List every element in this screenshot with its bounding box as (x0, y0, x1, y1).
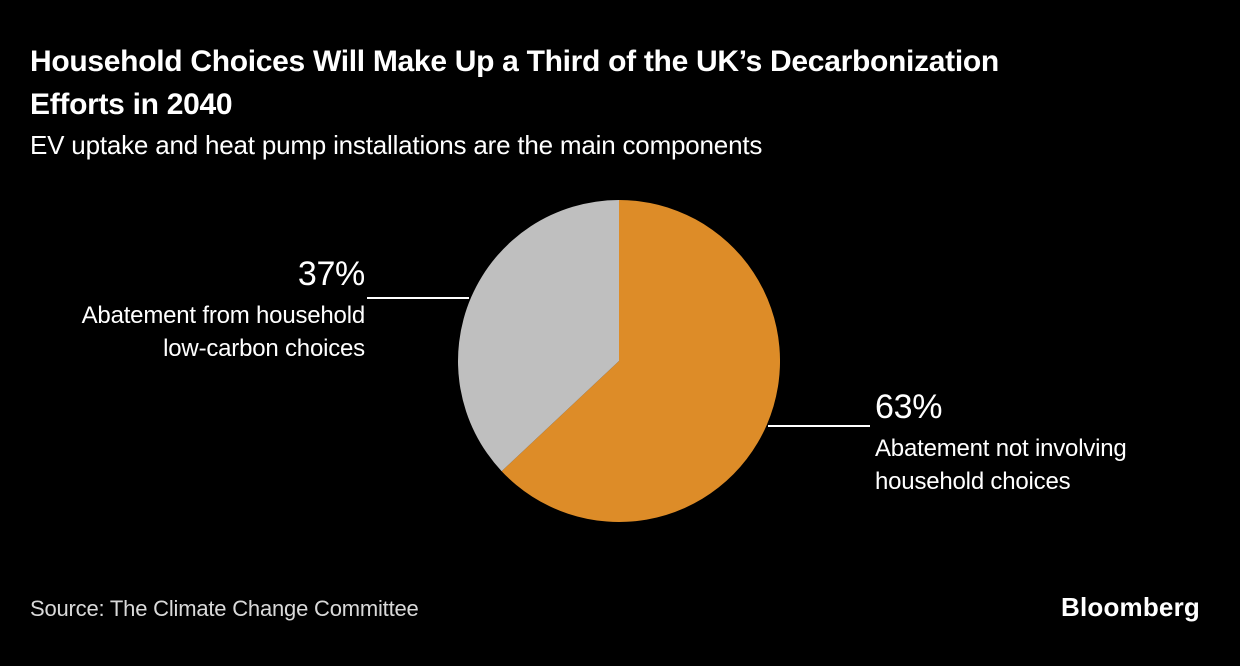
callout-line-right (768, 425, 870, 427)
chart-footer: Source: The Climate Change Committee Blo… (30, 592, 1200, 623)
pie-chart (458, 200, 780, 522)
slice-label-37: Abatement from household low-carbon choi… (81, 302, 366, 362)
source-label: Source: The Climate Change Committee (30, 596, 419, 621)
bloomberg-logo: Bloomberg (1060, 592, 1200, 622)
chart-title: Household Choices Will Make Up a Third o… (30, 45, 999, 121)
callout-line-left (367, 297, 469, 299)
pie-svg (458, 200, 780, 522)
pie-slice-63 (501, 200, 780, 522)
chart-header: Household Choices Will Make Up a Third o… (30, 40, 1210, 162)
chart-subtitle: EV uptake and heat pump installations ar… (30, 130, 763, 160)
annotation-gray-slice: 37% Abatement from household low-carbon … (40, 254, 366, 365)
pie-slice-37 (458, 200, 619, 472)
slice-label-63: Abatement not involving household choice… (875, 435, 1127, 495)
pct-label-63: 63% (875, 388, 943, 426)
pct-label-37: 37% (297, 255, 365, 293)
annotation-orange-slice: 63% Abatement not involving household ch… (875, 387, 1175, 498)
